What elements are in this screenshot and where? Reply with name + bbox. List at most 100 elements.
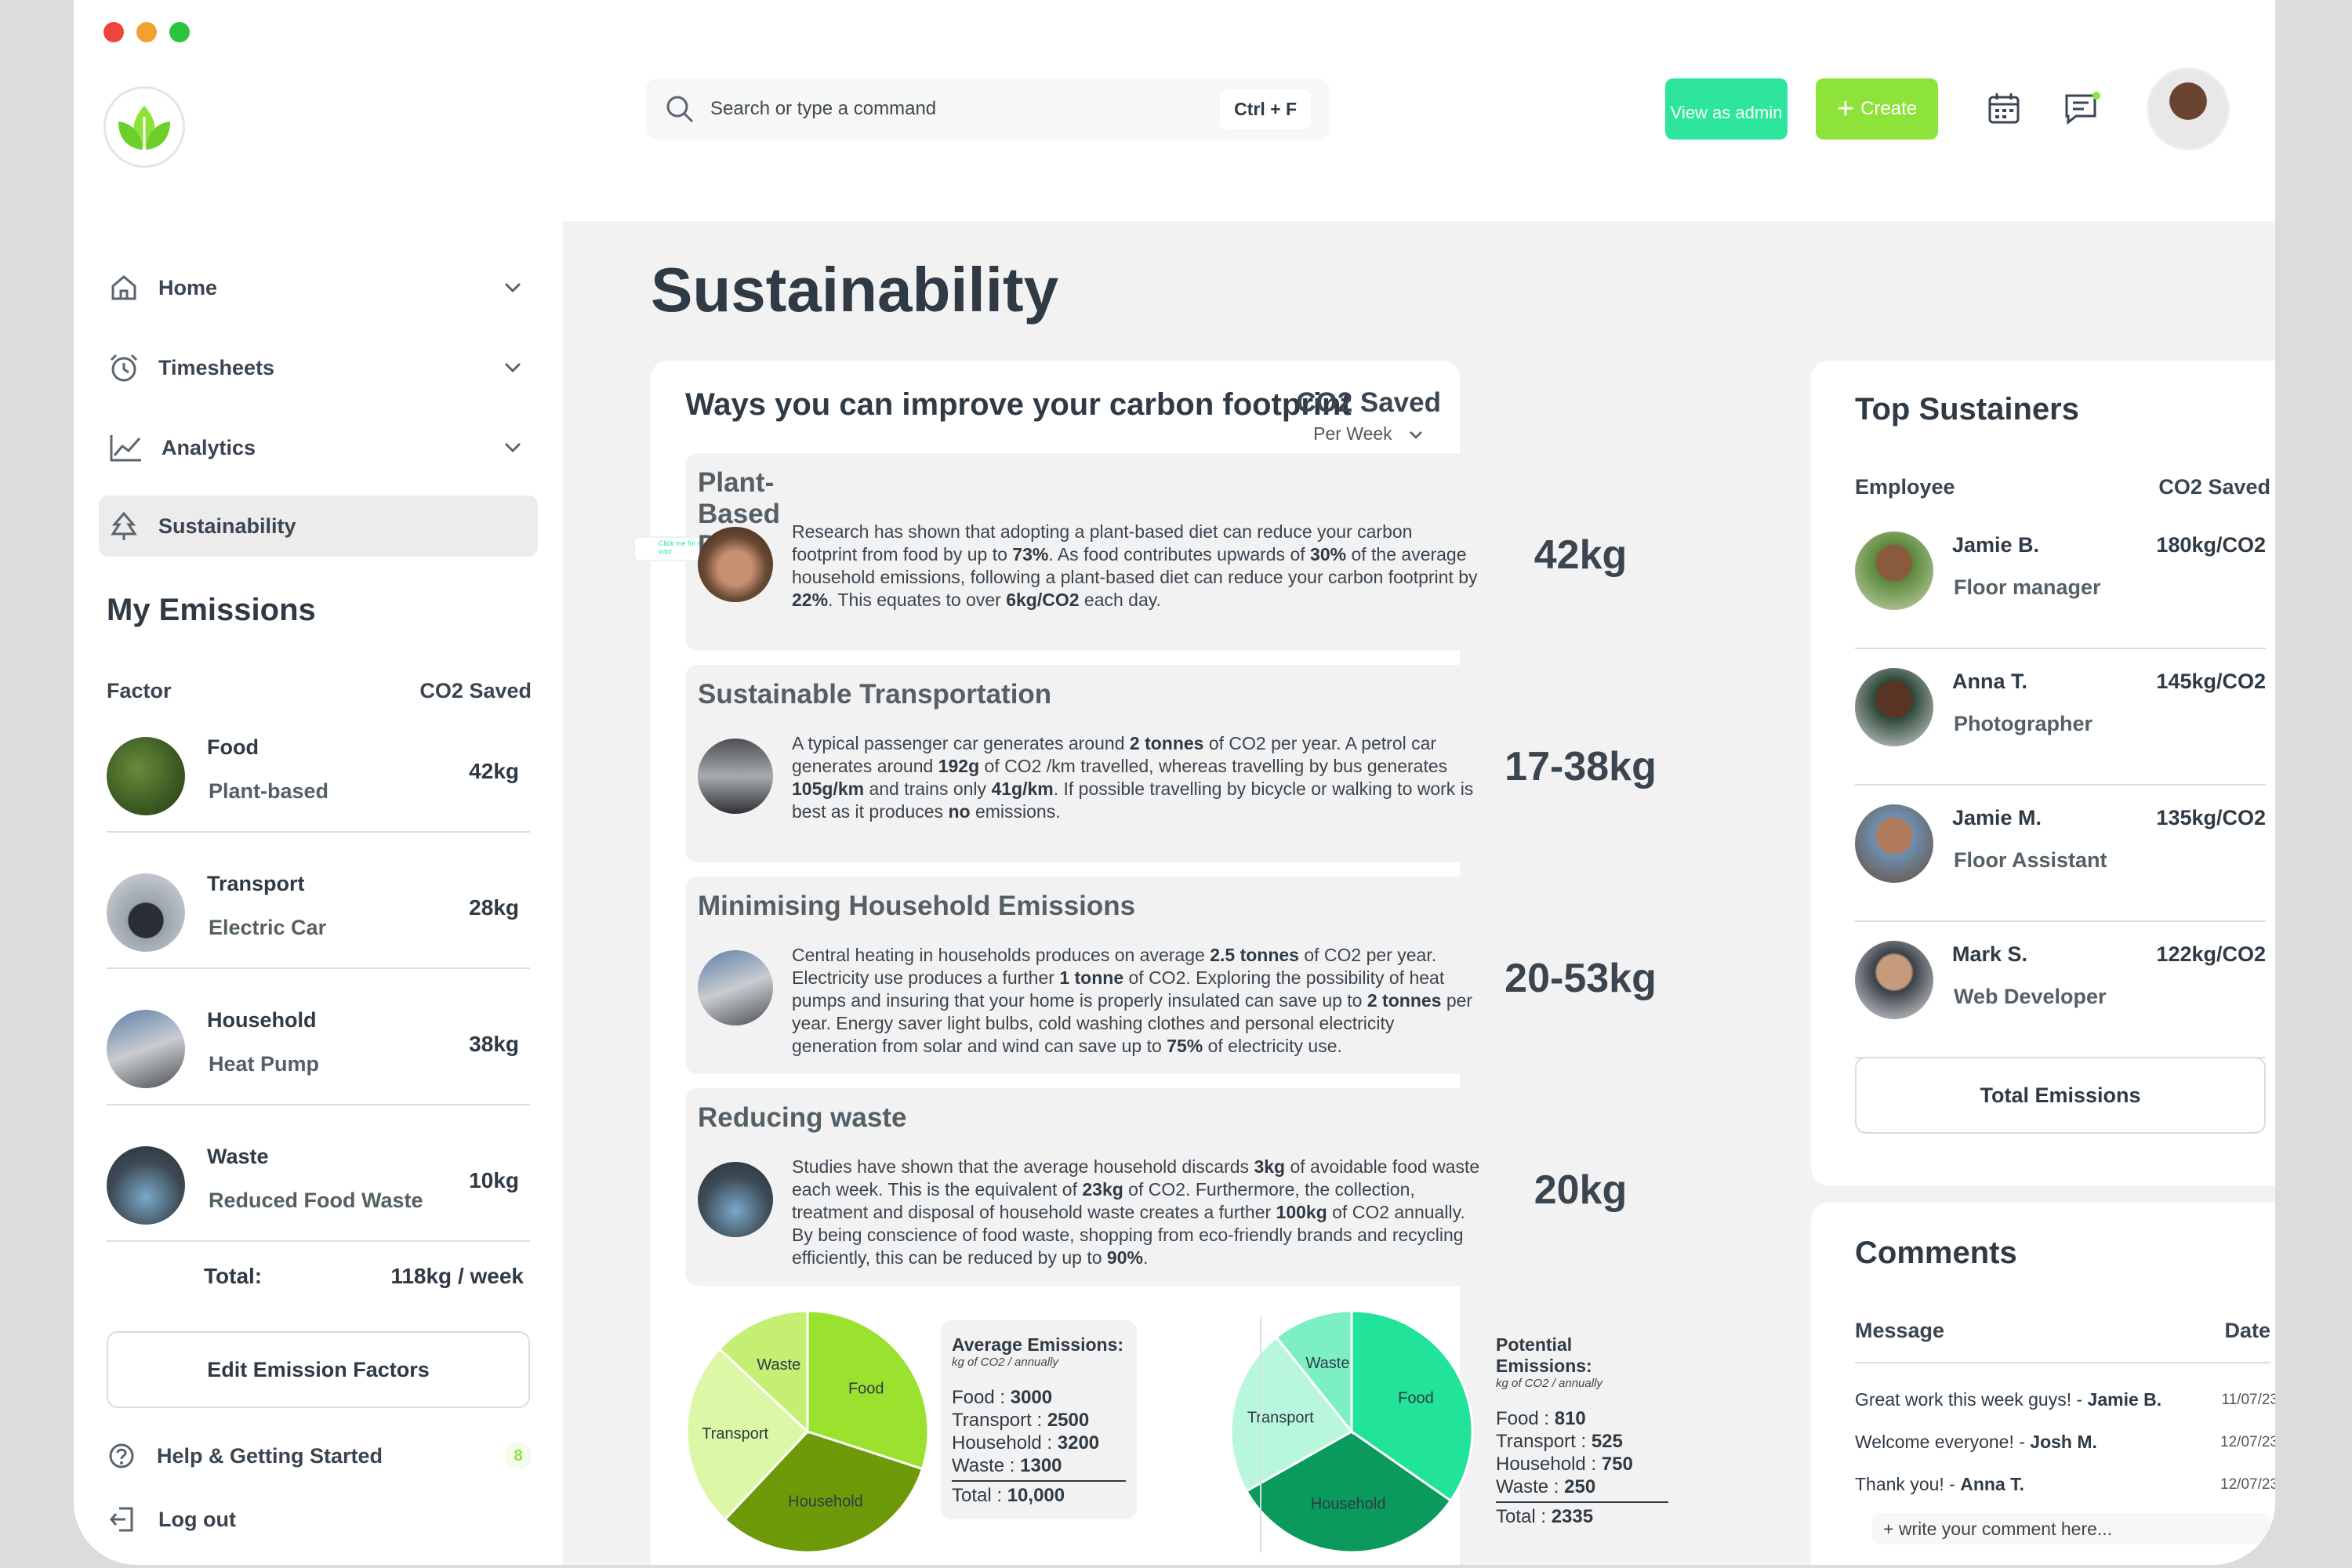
sustainer-name: Jamie B. <box>1952 533 2040 557</box>
question-circle-icon <box>109 1443 134 1468</box>
tip-box <box>685 877 1494 1074</box>
legend-item: Food : 3000 <box>952 1386 1126 1409</box>
pie-slice-transport[interactable] <box>685 1347 810 1522</box>
pie-slice-label: Food <box>1398 1389 1434 1406</box>
pie-slice-household[interactable] <box>723 1430 924 1554</box>
tip-segment: . <box>1142 1247 1149 1268</box>
train-thumbnail <box>698 739 773 814</box>
top-sustainers-card: Top Sustainers Employee CO2 Saved Jamie … <box>1811 361 2275 1185</box>
chevron-down-icon[interactable] <box>503 281 522 294</box>
top-sustainers-header: Employee CO2 Saved <box>1855 475 2270 499</box>
sustainer-name: Anna T. <box>1952 670 2028 693</box>
tip-value: 20-53kg <box>1504 956 1657 1001</box>
avatar <box>1855 941 1933 1019</box>
help-link[interactable]: Help & Getting Started 8 <box>108 1443 532 1469</box>
building-thumbnail <box>698 950 773 1025</box>
carbon-footprint-card: Ways you can improve your carbon footpri… <box>633 361 1679 1565</box>
tip-household-emissions[interactable]: Minimising Household Emissions Central h… <box>685 877 1494 1074</box>
create-button[interactable]: + Create <box>1816 78 1938 140</box>
legend-subtitle: kg of CO2 / annually <box>952 1356 1058 1369</box>
tip-segment: of electricity use. <box>1203 1036 1342 1056</box>
legend-item: Transport : 2500 <box>952 1409 1126 1432</box>
emission-row[interactable]: Food Plant-based 42kg <box>107 707 530 833</box>
tip-highlight: 105g/km <box>792 779 865 799</box>
sustainer-co2: 145kg/CO2 <box>2156 670 2266 693</box>
pie-slice-food[interactable] <box>806 1309 930 1471</box>
period-dropdown[interactable]: Per Week <box>1296 423 1441 445</box>
tip-value: 42kg <box>1534 532 1628 578</box>
top-sustainers-title: Top Sustainers <box>1855 392 2079 426</box>
tip-reducing-waste[interactable]: Reducing waste Studies have shown that t… <box>685 1088 1494 1286</box>
emission-row[interactable]: Transport Electric Car 28kg <box>107 844 530 969</box>
tip-box <box>685 1088 1494 1286</box>
legend-item-label: Transport : <box>1496 1431 1592 1452</box>
emission-subfactor: Reduced Food Waste <box>209 1189 423 1212</box>
emission-row[interactable]: Household Heat Pump 38kg <box>107 980 530 1105</box>
chevron-down-icon[interactable] <box>503 441 522 454</box>
total-emissions-button[interactable]: Total Emissions <box>1855 1057 2266 1134</box>
search-bar[interactable]: Ctrl + F <box>646 78 1330 140</box>
close-window-button[interactable] <box>103 22 124 42</box>
waste-thumbnail <box>107 1146 185 1225</box>
search-input[interactable] <box>710 98 1149 120</box>
pie-slice-waste[interactable] <box>717 1309 809 1435</box>
comment-message: Thank you! - <box>1855 1474 1961 1494</box>
logout-link[interactable]: Log out <box>108 1505 236 1534</box>
pie-slice-food[interactable] <box>1350 1309 1474 1503</box>
transport-thumbnail <box>107 873 185 952</box>
comment-message: Great work this week guys! - <box>1855 1389 2088 1410</box>
user-avatar[interactable] <box>2147 67 2230 151</box>
pie-slice-waste[interactable] <box>1274 1309 1353 1436</box>
calendar-icon[interactable] <box>1982 86 2026 130</box>
legend-total: Total : 2335 <box>1496 1501 1668 1528</box>
comment-input[interactable] <box>1872 1513 2270 1544</box>
tip-segment: of CO2 /km travelled, whereas travelling… <box>979 756 1448 776</box>
comment-author: Jamie B. <box>2087 1389 2162 1410</box>
legend-item-label: Waste : <box>952 1455 1021 1476</box>
tip-segment: of CO2 per year. Electricity use produce… <box>792 945 1437 988</box>
sustainer-row[interactable]: Jamie B. Floor manager 180kg/CO2 <box>1855 513 2266 649</box>
co2-saved-title: CO2 Saved <box>1296 387 1441 418</box>
legend-total-value: 10,000 <box>1007 1485 1065 1506</box>
emission-subfactor: Plant-based <box>209 779 329 803</box>
tip-text: Research has shown that adopting a plant… <box>792 521 1482 612</box>
comment-date: 11/07/23 <box>2221 1391 2275 1408</box>
chevron-down-icon[interactable] <box>503 361 522 374</box>
sustainer-row[interactable]: Mark S. Web Developer 122kg/CO2 <box>1855 922 2266 1058</box>
pie-slice-label: Food <box>848 1381 884 1398</box>
tip-segment: Research has shown that adopting a plant… <box>792 521 1413 564</box>
edit-emission-factors-button[interactable]: Edit Emission Factors <box>107 1331 530 1408</box>
legend-item-label: Waste : <box>1496 1476 1565 1497</box>
pie-slice-label: Waste <box>1306 1355 1350 1372</box>
pie-slice-label: Transport <box>702 1425 768 1443</box>
pie-slice-household[interactable] <box>1244 1430 1453 1554</box>
leaf-logo-icon[interactable] <box>103 86 185 168</box>
emission-factor: Food <box>207 735 259 759</box>
pie-slice-label: Transport <box>1247 1409 1314 1426</box>
total-label: Total: <box>204 1264 263 1288</box>
sidebar-item-timesheets[interactable]: Timesheets <box>99 337 538 398</box>
tip-highlight: 75% <box>1167 1036 1203 1056</box>
comment-text: Thank you! - Anna T. <box>1855 1474 2024 1495</box>
emission-row[interactable]: Waste Reduced Food Waste 10kg <box>107 1116 530 1242</box>
pie-slice-label: Household <box>1311 1495 1386 1512</box>
maximize-window-button[interactable] <box>169 22 190 42</box>
legend-item-value: 525 <box>1591 1431 1623 1452</box>
view-as-admin-button[interactable]: View as admin <box>1665 78 1788 140</box>
sustainer-row[interactable]: Jamie M. Floor Assistant 135kg/CO2 <box>1855 786 2266 922</box>
legend-total: Total : 10,000 <box>952 1480 1126 1507</box>
sidebar-item-home[interactable]: Home <box>99 257 538 318</box>
average-emissions-pie-chart: Food Household Transport Waste <box>685 1309 930 1554</box>
sidebar-item-analytics[interactable]: Analytics <box>99 417 538 478</box>
comment-message: Welcome everyone! - <box>1855 1432 2031 1452</box>
sidebar-item-sustainability[interactable]: Sustainability <box>99 495 538 557</box>
tip-sustainable-transportation[interactable]: Sustainable Transportation A typical pas… <box>685 665 1494 862</box>
legend-item-value: 250 <box>1564 1476 1596 1497</box>
chat-icon[interactable] <box>2060 86 2104 130</box>
household-thumbnail <box>107 1010 185 1088</box>
legend-item-value: 810 <box>1554 1408 1586 1429</box>
sustainer-role: Floor Assistant <box>1954 848 2107 872</box>
tip-highlight: 3kg <box>1254 1156 1286 1177</box>
sustainer-row[interactable]: Anna T. Photographer 145kg/CO2 <box>1855 649 2266 786</box>
minimize-window-button[interactable] <box>136 22 157 42</box>
